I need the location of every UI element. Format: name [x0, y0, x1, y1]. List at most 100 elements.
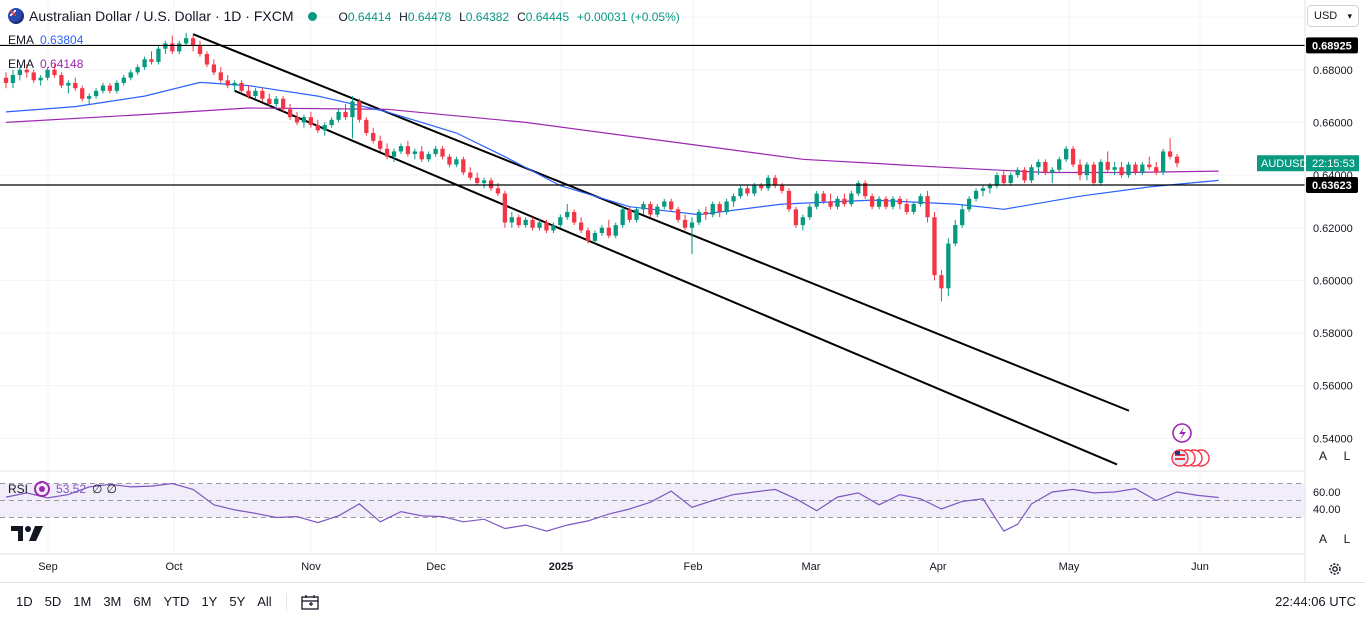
time-tick-label: Dec	[426, 561, 446, 573]
candle-body	[156, 48, 161, 62]
resistance-tag-bg	[1306, 37, 1358, 54]
candle-body	[495, 188, 501, 194]
ema-value: 0.63804	[40, 33, 84, 47]
grid-lines	[0, 0, 1365, 555]
candle-body	[897, 198, 902, 205]
rsi-log-scale-button[interactable]: L	[1337, 529, 1357, 549]
candle-body	[80, 88, 85, 99]
candle-body	[17, 69, 23, 76]
low-label: L	[459, 10, 466, 24]
candle-body	[696, 211, 702, 223]
candle-body	[440, 148, 445, 157]
calendar-icon[interactable]	[301, 594, 319, 610]
range-button-5d[interactable]: 5D	[44, 594, 62, 609]
trend-line[interactable]	[192, 33, 1130, 412]
open-label: O	[338, 10, 348, 24]
log-scale-button[interactable]: L	[1337, 446, 1357, 466]
candle-body	[793, 209, 799, 226]
trend-lines[interactable]	[192, 33, 1130, 466]
price-tick-label: 0.60000	[1313, 275, 1353, 287]
ema-legend-fast[interactable]: EMA 0.63804	[8, 33, 83, 47]
range-button-6m[interactable]: 6M	[133, 594, 152, 609]
candle-body	[939, 275, 944, 289]
ema-label: EMA	[8, 33, 35, 47]
gear-icon[interactable]	[1327, 561, 1343, 577]
ema-legend-slow[interactable]: EMA 0.64148	[8, 57, 83, 71]
candle-body	[724, 201, 729, 212]
candle-body	[357, 101, 362, 120]
candle-body	[523, 219, 528, 226]
candle-body	[613, 225, 618, 236]
candle-body	[100, 85, 106, 91]
price-axis[interactable]: 0.700000.680000.660000.640000.620000.600…	[1304, 0, 1365, 582]
range-button-all[interactable]: All	[257, 594, 272, 609]
candle-body	[960, 209, 965, 226]
currency-select[interactable]: USD ▾	[1307, 5, 1359, 27]
candle-body	[745, 188, 750, 194]
candle-body	[475, 177, 480, 183]
auto-scale-button[interactable]: A	[1313, 446, 1333, 466]
ema-slow-line	[5, 107, 1219, 174]
range-button-1y[interactable]: 1Y	[201, 594, 218, 609]
candle-body	[849, 193, 854, 205]
candle-body	[883, 198, 889, 207]
range-button-3m[interactable]: 3M	[103, 594, 122, 609]
rsi-extra-1: ∅	[92, 482, 103, 496]
candle-body	[1119, 167, 1124, 176]
range-button-5y[interactable]: 5Y	[229, 594, 246, 609]
market-status-icon[interactable]	[307, 11, 317, 21]
event-markers[interactable]	[1171, 423, 1210, 467]
candle-body	[454, 159, 459, 165]
candle-body	[994, 175, 999, 186]
chevron-down-icon: ▾	[1347, 11, 1352, 21]
countdown-tag: 22:15:53	[1312, 158, 1355, 170]
candle-body	[876, 198, 882, 207]
candle-body	[197, 46, 203, 54]
symbol-title[interactable]: Australian Dollar / U.S. Dollar · 1D · F…	[29, 8, 294, 24]
au-flag-icon	[8, 8, 24, 24]
symbol-tag-bg	[1257, 155, 1304, 172]
utc-clock[interactable]: 22:44:06 UTC	[1275, 594, 1356, 609]
candle-body	[890, 198, 896, 207]
trend-line[interactable]	[234, 89, 1118, 466]
range-button-1m[interactable]: 1M	[73, 594, 92, 609]
symbol-legend[interactable]: Australian Dollar / U.S. Dollar · 1D · F…	[8, 8, 684, 24]
candle-body	[627, 209, 632, 220]
candle-body	[343, 111, 348, 118]
candle-body	[620, 209, 625, 226]
horizontal-levels[interactable]	[0, 44, 1305, 186]
support-tag-bg	[1306, 177, 1358, 194]
time-axis[interactable]: Sep Oct Nov Dec 2025 Feb Mar Apr May Jun	[38, 561, 1209, 573]
currency-label: USD	[1314, 10, 1338, 22]
close-label: C	[517, 10, 526, 24]
rsi-tick-label: 60.00	[1313, 487, 1341, 499]
us-flag-icon[interactable]	[1171, 449, 1210, 467]
candle-body	[558, 217, 563, 226]
range-button-ytd[interactable]: YTD	[163, 594, 190, 609]
price-tick-label: 0.66000	[1313, 117, 1353, 129]
candle-body	[294, 117, 300, 123]
rsi-auto-scale-button[interactable]: A	[1313, 529, 1333, 549]
candle-body	[433, 148, 438, 155]
time-tick-label: Jun	[1191, 561, 1209, 573]
candle-body	[606, 227, 611, 236]
candle-body	[170, 43, 175, 52]
candle-body	[565, 211, 570, 218]
candle-body	[315, 125, 320, 131]
chart-canvas[interactable]: 0.700000.680000.660000.640000.620000.600…	[0, 0, 1365, 582]
rsi-legend[interactable]: RSI 53.52 ∅ ∅	[8, 481, 117, 497]
candle-body	[738, 188, 743, 197]
candle-body	[1057, 159, 1062, 170]
candle-body	[675, 209, 681, 220]
tradingview-logo[interactable]	[10, 523, 44, 543]
candle-body	[1036, 161, 1041, 168]
low-value: 0.64382	[465, 10, 510, 24]
candle-body	[516, 217, 521, 226]
candle-body	[766, 177, 771, 189]
toolbar-divider	[285, 592, 287, 611]
candle-body	[329, 119, 334, 126]
range-button-1d[interactable]: 1D	[16, 594, 33, 609]
candle-body	[710, 204, 715, 215]
candle-body	[703, 211, 708, 215]
rsi-band	[0, 483, 1305, 518]
